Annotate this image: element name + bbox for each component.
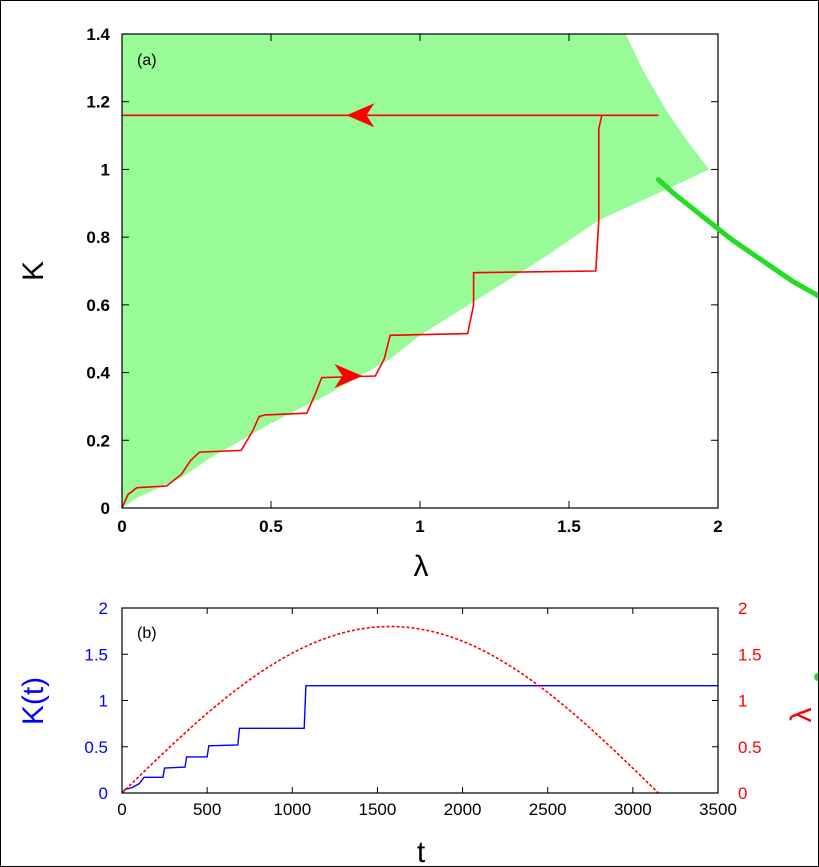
x-tick-label: 1.5 — [557, 517, 581, 536]
left-y-tick-label: 0 — [99, 784, 108, 803]
x-tick-label: 1500 — [359, 800, 397, 819]
arrow-left-marker — [346, 103, 375, 128]
x-tick-label: 1 — [415, 517, 424, 536]
staircase-curve — [122, 115, 603, 508]
panel-b-left-y-label: K(t) — [17, 677, 50, 725]
y-tick-label: 0.4 — [86, 364, 110, 383]
x-tick-label: 3500 — [699, 800, 737, 819]
x-tick-label: 1000 — [273, 800, 311, 819]
offpage-green-line — [655, 177, 818, 299]
x-tick-label: 500 — [193, 800, 221, 819]
panel-a-ticks: 0 0.5 1 1.5 2 0 0.2 0.4 0.6 0.8 1 1.2 1.4 — [86, 25, 722, 536]
left-y-tick-label: 1 — [99, 692, 108, 711]
panel-b-x-label: t — [417, 836, 426, 867]
x-tick-label: 0.5 — [259, 517, 283, 536]
panel-a: 0 0.5 1 1.5 2 0 0.2 0.4 0.6 0.8 1 1.2 1.4 (a) λ K — [17, 25, 723, 583]
panel-b-label: (b) — [137, 625, 157, 642]
y-tick-label: 0.8 — [86, 228, 110, 247]
x-tick-label: 0 — [117, 800, 126, 819]
left-y-tick-label: 1.5 — [84, 645, 108, 664]
y-tick-label: 1 — [101, 160, 110, 179]
y-tick-label: 1.2 — [86, 93, 110, 112]
y-tick-label: 1.4 — [86, 25, 110, 44]
right-y-tick-label: 1 — [738, 692, 747, 711]
left-y-tick-label: 0.5 — [84, 738, 108, 757]
x-tick-label: 2000 — [444, 800, 482, 819]
x-tick-label: 3000 — [614, 800, 652, 819]
x-tick-label: 2 — [713, 517, 722, 536]
k-of-t-curve — [122, 685, 718, 793]
panel-b-ticks: 0 500 1000 1500 2000 2500 3000 350000.511.5200.… — [84, 599, 761, 819]
lambda-of-t-curve — [122, 625, 659, 793]
panel-a-label: (a) — [137, 52, 157, 69]
panel-a-x-label: λ — [414, 550, 429, 583]
right-axis-green-marker — [814, 673, 818, 681]
right-y-tick-label: 0 — [738, 784, 747, 803]
right-y-tick-label: 0.5 — [738, 738, 762, 757]
panel-b: 0 500 1000 1500 2000 2500 3000 350000.511.5200.… — [17, 599, 818, 867]
panel-a-y-label: K — [17, 261, 50, 281]
arrow-right-marker — [334, 363, 363, 388]
x-tick-label: 0 — [117, 517, 126, 536]
y-tick-label: 0 — [101, 499, 110, 518]
x-tick-label: 2500 — [529, 800, 567, 819]
y-tick-label: 0.6 — [86, 296, 110, 315]
left-y-tick-label: 2 — [99, 599, 108, 618]
y-tick-label: 0.2 — [86, 431, 110, 450]
right-y-tick-label: 1.5 — [738, 645, 762, 664]
stability-region — [122, 34, 710, 508]
right-y-tick-label: 2 — [738, 599, 747, 618]
panel-b-right-y-label: λ — [785, 708, 818, 723]
panel-b-frame — [121, 607, 719, 794]
